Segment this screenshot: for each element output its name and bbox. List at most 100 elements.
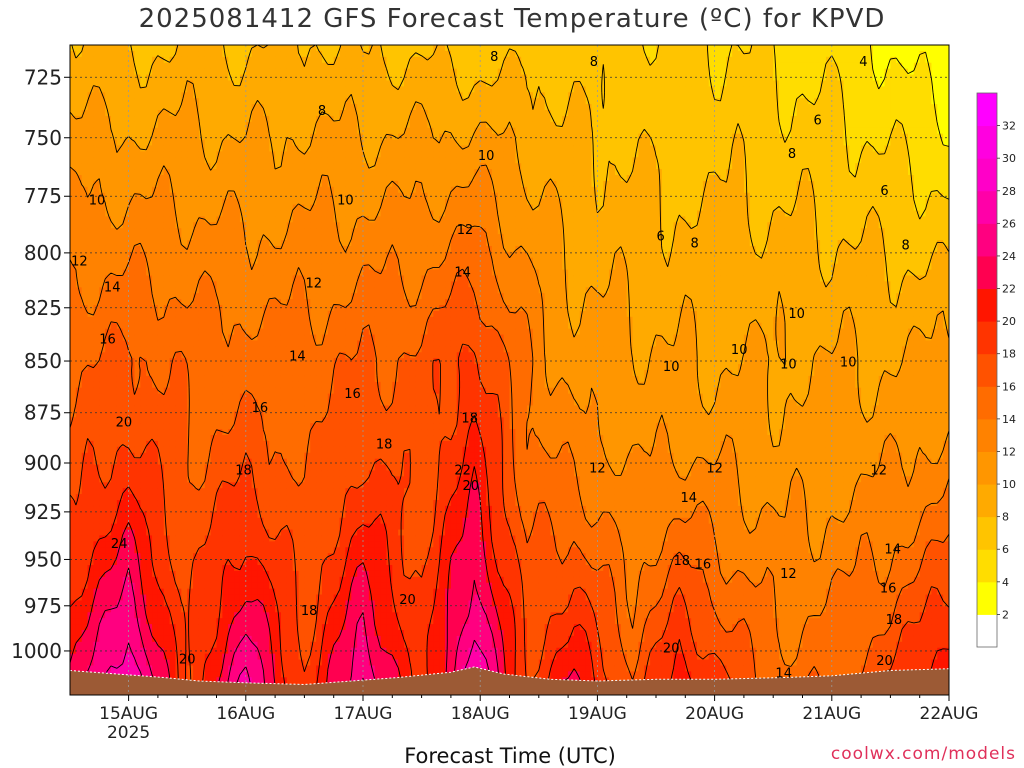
temperature-cell — [210, 559, 218, 566]
temperature-cell — [157, 417, 165, 424]
temperature-cell — [81, 68, 89, 76]
temperature-cell — [116, 399, 124, 407]
temperature-cell — [222, 476, 229, 483]
temperature-cell — [175, 364, 182, 371]
temperature-cell — [152, 180, 159, 188]
temperature-cell — [87, 523, 95, 531]
temperature-cell — [122, 541, 130, 548]
temperature-cell — [122, 446, 130, 454]
temperature-cell — [310, 576, 317, 584]
temperature-cell — [228, 68, 235, 76]
temperature-cell — [292, 340, 300, 347]
temperature-cell — [298, 387, 305, 395]
temperature-cell — [75, 234, 83, 241]
temperature-cell — [146, 606, 153, 613]
temperature-cell — [187, 417, 194, 424]
temperature-cell — [140, 417, 147, 424]
temperature-cell — [245, 364, 253, 371]
temperature-cell — [70, 446, 77, 454]
temperature-cell — [222, 618, 229, 625]
temperature-cell — [140, 299, 147, 306]
temperature-cell — [263, 86, 270, 93]
temperature-cell — [280, 281, 288, 288]
temperature-cell — [193, 92, 200, 99]
temperature-cell — [216, 133, 223, 141]
temperature-cell — [122, 375, 130, 383]
temperature-cell — [251, 115, 259, 123]
temperature-cell — [187, 151, 194, 158]
temperature-cell — [157, 281, 165, 288]
temperature-cell — [310, 192, 317, 200]
temperature-cell — [87, 50, 95, 58]
temperature-cell — [333, 299, 341, 306]
temperature-cell — [111, 529, 118, 537]
temperature-cell — [175, 505, 182, 513]
temperature-cell — [116, 665, 124, 672]
temperature-cell — [204, 482, 212, 489]
temperature-cell — [75, 387, 83, 395]
temperature-cell — [210, 665, 218, 672]
temperature-cell — [245, 464, 253, 472]
temperature-cell — [116, 458, 124, 466]
temperature-cell — [187, 287, 194, 294]
temperature-cell — [99, 216, 106, 223]
temperature-cell — [304, 56, 311, 64]
temperature-cell — [234, 275, 241, 282]
temperature-cell — [316, 364, 323, 371]
temperature-cell — [193, 198, 200, 206]
temperature-cell — [263, 92, 270, 99]
temperature-cell — [216, 86, 223, 93]
temperature-cell — [234, 240, 241, 247]
temperature-cell — [269, 222, 276, 229]
temperature-cell — [310, 310, 317, 318]
temperature-cell — [327, 86, 335, 93]
temperature-cell — [292, 677, 300, 684]
temperature-cell — [292, 346, 300, 353]
temperature-cell — [298, 446, 305, 454]
temperature-cell — [193, 299, 200, 306]
temperature-cell — [275, 358, 282, 365]
temperature-cell — [257, 145, 264, 152]
temperature-cell — [146, 169, 153, 176]
temperature-cell — [175, 293, 182, 300]
temperature-cell — [204, 234, 212, 241]
temperature-cell — [316, 340, 323, 347]
temperature-cell — [157, 565, 165, 572]
temperature-cell — [87, 358, 95, 365]
temperature-cell — [275, 405, 282, 412]
temperature-cell — [310, 340, 317, 347]
temperature-cell — [275, 56, 282, 64]
temperature-cell — [321, 618, 329, 625]
temperature-cell — [316, 346, 323, 353]
temperature-cell — [163, 612, 171, 619]
temperature-cell — [181, 417, 188, 424]
temperature-cell — [111, 210, 118, 217]
temperature-cell — [239, 257, 247, 265]
temperature-cell — [280, 370, 288, 377]
temperature-cell — [93, 127, 100, 135]
temperature-cell — [310, 151, 317, 158]
temperature-cell — [327, 222, 335, 229]
temperature-cell — [75, 110, 83, 117]
temperature-cell — [111, 381, 118, 389]
temperature-cell — [122, 275, 130, 282]
temperature-cell — [316, 228, 323, 235]
temperature-cell — [175, 68, 182, 76]
temperature-cell — [204, 594, 212, 602]
temperature-cell — [245, 511, 253, 519]
temperature-cell — [321, 50, 329, 58]
temperature-cell — [169, 346, 177, 353]
temperature-cell — [181, 458, 188, 466]
temperature-cell — [280, 98, 288, 105]
temperature-cell — [169, 328, 177, 336]
temperature-cell — [111, 411, 118, 418]
temperature-cell — [122, 624, 130, 631]
temperature-cell — [310, 446, 317, 454]
temperature-cell — [316, 624, 323, 631]
temperature-cell — [181, 346, 188, 353]
temperature-cell — [81, 440, 89, 448]
temperature-cell — [216, 653, 223, 661]
temperature-cell — [298, 677, 305, 684]
temperature-cell — [280, 127, 288, 135]
temperature-cell — [251, 511, 259, 519]
